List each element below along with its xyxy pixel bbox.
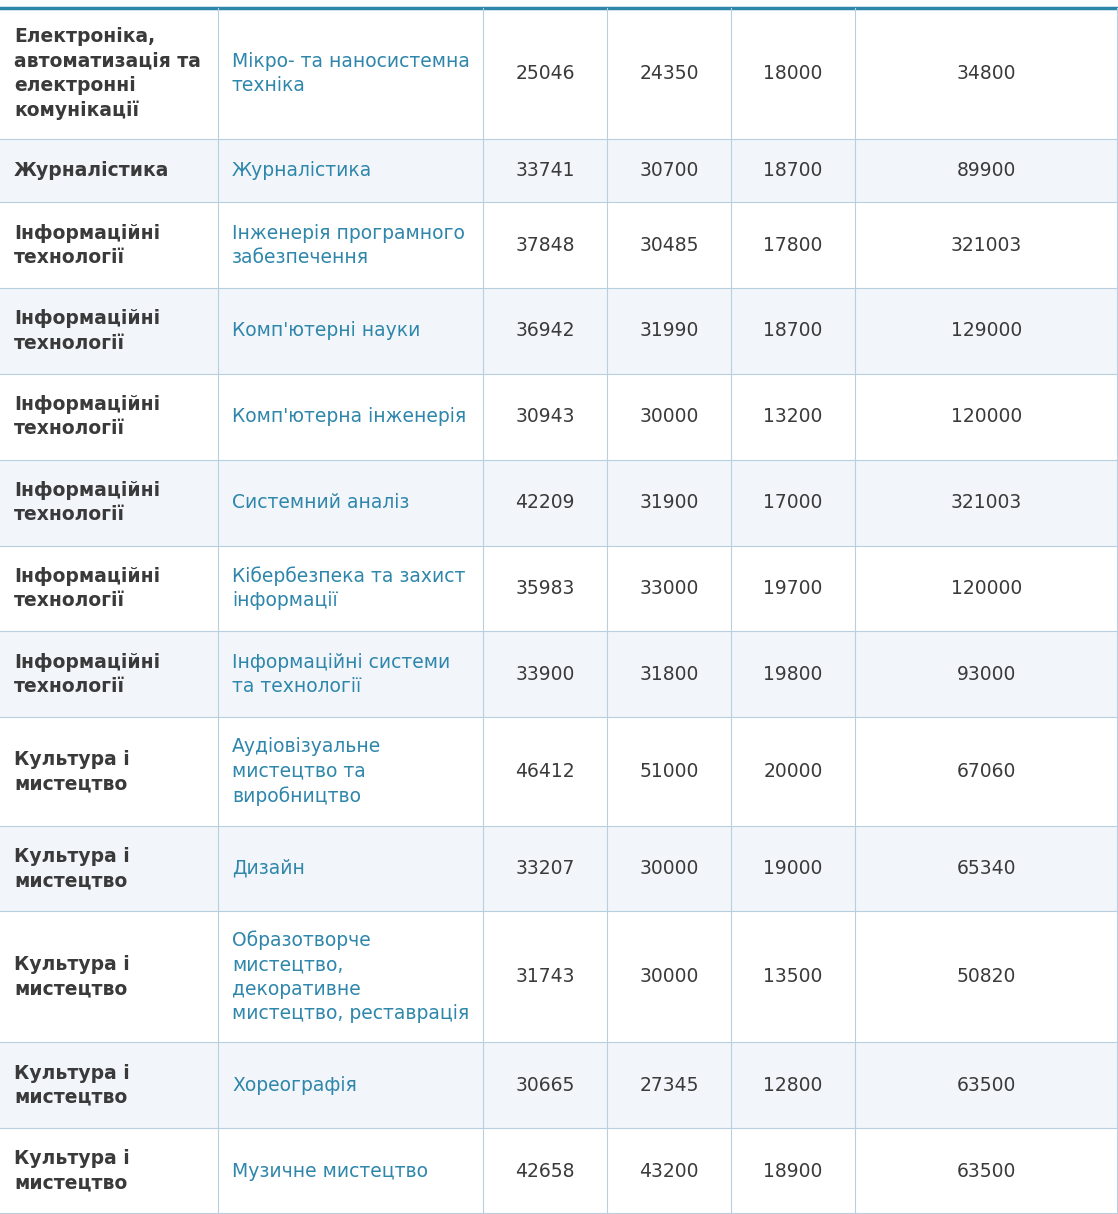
Bar <box>0 631 1118 717</box>
Bar <box>0 826 1118 912</box>
Text: 65340: 65340 <box>957 860 1016 878</box>
Text: 31800: 31800 <box>639 665 699 683</box>
Text: 20000: 20000 <box>764 762 823 781</box>
Text: 25046: 25046 <box>515 64 575 83</box>
Text: 50820: 50820 <box>957 968 1016 986</box>
Text: 43200: 43200 <box>639 1162 699 1180</box>
Text: 33000: 33000 <box>639 579 699 599</box>
Text: 18000: 18000 <box>764 64 823 83</box>
Text: 120000: 120000 <box>951 407 1022 426</box>
Text: 120000: 120000 <box>951 579 1022 599</box>
Text: Інформаційні
технології: Інформаційні технології <box>15 310 160 352</box>
Text: 67060: 67060 <box>957 762 1016 781</box>
Text: 42658: 42658 <box>515 1162 575 1180</box>
Text: 36942: 36942 <box>515 322 575 340</box>
Text: Інформаційні
технології: Інформаційні технології <box>15 223 160 267</box>
Text: 63500: 63500 <box>957 1162 1016 1180</box>
Text: 33207: 33207 <box>515 860 575 878</box>
Text: 30485: 30485 <box>639 236 699 255</box>
Bar <box>0 717 1118 826</box>
Text: 321003: 321003 <box>951 493 1022 512</box>
Text: 18700: 18700 <box>764 322 823 340</box>
Text: 13500: 13500 <box>764 968 823 986</box>
Text: 93000: 93000 <box>957 665 1016 683</box>
Text: Культура і
мистецтво: Культура і мистецтво <box>15 750 130 793</box>
Text: 17800: 17800 <box>764 236 823 255</box>
Text: Інформаційні системи
та технології: Інформаційні системи та технології <box>233 653 451 696</box>
Text: 51000: 51000 <box>639 762 699 781</box>
Bar <box>0 460 1118 545</box>
Text: Музичне мистецтво: Музичне мистецтво <box>233 1162 428 1180</box>
Text: Комп'ютерна інженерія: Комп'ютерна інженерія <box>233 407 466 426</box>
Text: Інформаційні
технології: Інформаційні технології <box>15 395 160 438</box>
Bar <box>0 1043 1118 1128</box>
Bar <box>0 203 1118 288</box>
Bar <box>0 545 1118 631</box>
Text: Образотворче
мистецтво,
декоративне
мистецтво, реставрація: Образотворче мистецтво, декоративне мист… <box>233 931 470 1023</box>
Text: 33900: 33900 <box>515 665 575 683</box>
Text: 35983: 35983 <box>515 579 575 599</box>
Text: 129000: 129000 <box>951 322 1022 340</box>
Text: 12800: 12800 <box>764 1076 823 1095</box>
Text: 63500: 63500 <box>957 1076 1016 1095</box>
Text: 34800: 34800 <box>957 64 1016 83</box>
Bar <box>0 288 1118 374</box>
Text: 30000: 30000 <box>639 968 699 986</box>
Bar <box>0 1128 1118 1214</box>
Text: Електроніка,
автоматизація та
електронні
комунікації: Електроніка, автоматизація та електронні… <box>15 27 201 120</box>
Text: Культура і
мистецтво: Культура і мистецтво <box>15 1063 130 1107</box>
Text: Хореографія: Хореографія <box>233 1076 357 1095</box>
Text: Мікро- та наносистемна
техніка: Мікро- та наносистемна техніка <box>233 52 470 95</box>
Text: 18700: 18700 <box>764 161 823 180</box>
Text: 30700: 30700 <box>639 161 699 180</box>
Text: 31743: 31743 <box>515 968 575 986</box>
Text: 30000: 30000 <box>639 407 699 426</box>
Text: Аудіовізуальне
мистецтво та
виробництво: Аудіовізуальне мистецтво та виробництво <box>233 737 381 806</box>
Text: 42209: 42209 <box>515 493 575 512</box>
Text: Культура і
мистецтво: Культура і мистецтво <box>15 1150 130 1192</box>
Text: Журналістика: Журналістика <box>233 161 372 180</box>
Text: 19800: 19800 <box>764 665 823 683</box>
Text: 13200: 13200 <box>764 407 823 426</box>
Text: Кібербезпека та захист
інформації: Кібербезпека та захист інформації <box>233 567 465 611</box>
Text: 46412: 46412 <box>515 762 575 781</box>
Text: Інформаційні
технології: Інформаційні технології <box>15 481 160 524</box>
Text: Культура і
мистецтво: Культура і мистецтво <box>15 847 130 890</box>
Text: 321003: 321003 <box>951 236 1022 255</box>
Bar <box>0 912 1118 1043</box>
Text: Інформаційні
технології: Інформаційні технології <box>15 653 160 696</box>
Text: 37848: 37848 <box>515 236 575 255</box>
Text: Системний аналіз: Системний аналіз <box>233 493 409 512</box>
Text: 30943: 30943 <box>515 407 575 426</box>
Bar <box>0 138 1118 203</box>
Text: 27345: 27345 <box>639 1076 699 1095</box>
Bar <box>0 374 1118 460</box>
Text: 30000: 30000 <box>639 860 699 878</box>
Text: Інформаційні
технології: Інформаційні технології <box>15 567 160 611</box>
Text: 33741: 33741 <box>515 161 575 180</box>
Text: Культура і
мистецтво: Культура і мистецтво <box>15 955 130 998</box>
Bar <box>0 8 1118 138</box>
Text: 19700: 19700 <box>764 579 823 599</box>
Text: 31990: 31990 <box>639 322 699 340</box>
Text: 18900: 18900 <box>764 1162 823 1180</box>
Text: 19000: 19000 <box>764 860 823 878</box>
Text: Інженерія програмного
забезпечення: Інженерія програмного забезпечення <box>233 223 465 267</box>
Text: 30665: 30665 <box>515 1076 575 1095</box>
Text: 89900: 89900 <box>957 161 1016 180</box>
Text: 24350: 24350 <box>639 64 699 83</box>
Text: Комп'ютерні науки: Комп'ютерні науки <box>233 322 420 340</box>
Text: 17000: 17000 <box>764 493 823 512</box>
Text: Дизайн: Дизайн <box>233 860 305 878</box>
Text: Журналістика: Журналістика <box>15 161 169 180</box>
Text: 31900: 31900 <box>639 493 699 512</box>
